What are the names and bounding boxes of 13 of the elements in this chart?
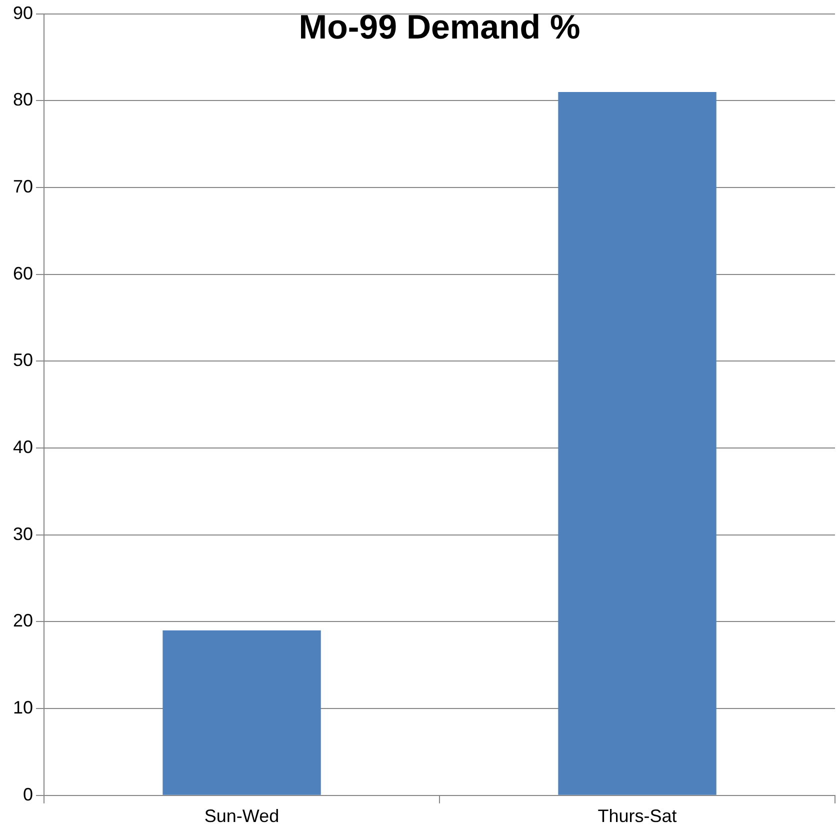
y-tick-label: 0 xyxy=(23,784,34,804)
y-tick-label: 70 xyxy=(12,176,34,196)
y-tick-label: 30 xyxy=(12,524,34,544)
y-tick-label: 80 xyxy=(12,90,34,110)
y-tick-label: 90 xyxy=(12,2,34,23)
chart-title: Mo-99 Demand % xyxy=(298,8,580,46)
x-tick-label: Thurs-Sat xyxy=(598,806,677,826)
y-tick-label: 40 xyxy=(12,436,34,457)
y-tick-label: 20 xyxy=(12,610,34,631)
y-tick-label: 60 xyxy=(12,263,34,284)
y-tick-label: 50 xyxy=(12,350,34,370)
y-tick-label: 10 xyxy=(12,698,34,718)
x-tick-label: Sun-Wed xyxy=(204,806,280,826)
